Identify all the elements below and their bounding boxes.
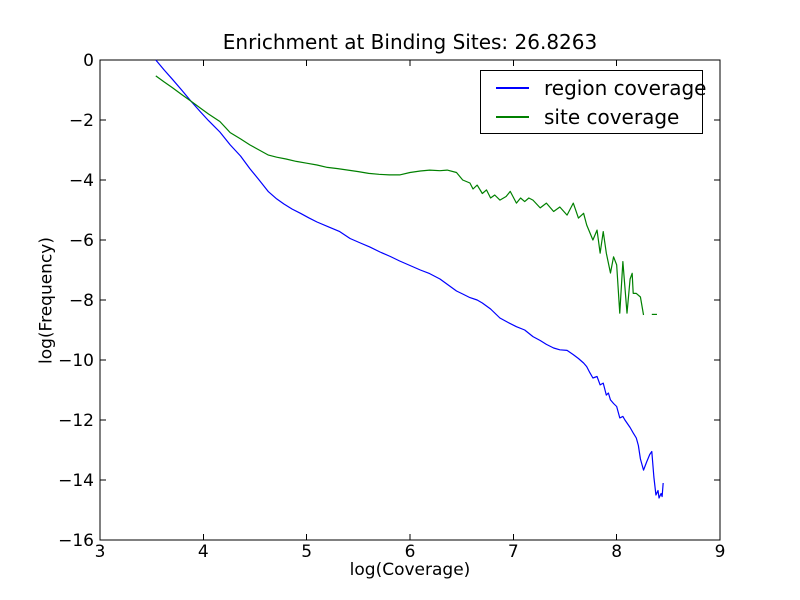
y-tick-label-−12: −12 xyxy=(58,411,94,431)
x-tick-label-9: 9 xyxy=(715,542,726,562)
x-tick-label-8: 8 xyxy=(611,542,622,562)
x-axis-label: log(Coverage) xyxy=(349,560,471,580)
x-tick-label-7: 7 xyxy=(508,542,519,562)
legend-label: site coverage xyxy=(544,104,680,129)
y-tick-label-−10: −10 xyxy=(58,351,94,371)
x-tick-label-3: 3 xyxy=(95,542,106,562)
legend-line-sample-blue xyxy=(496,86,529,89)
y-axis-label: log(Frequency) xyxy=(36,237,57,365)
chart-title: Enrichment at Binding Sites: 26.8263 xyxy=(222,30,598,54)
x-tick-label-6: 6 xyxy=(405,542,416,562)
y-tick-label-−6: −6 xyxy=(69,231,94,251)
legend-label: region coverage xyxy=(544,75,707,100)
site-coverage-line xyxy=(155,75,645,316)
legend-entry-region-coverage: region coverage xyxy=(481,73,706,102)
x-tick-label-4: 4 xyxy=(198,542,209,562)
y-tick-label-−4: −4 xyxy=(69,171,94,191)
x-tick-label-5: 5 xyxy=(301,542,312,562)
y-tick-label-−14: −14 xyxy=(58,471,94,491)
legend-line-sample-green xyxy=(496,115,529,118)
legend: region coverage site coverage xyxy=(480,70,706,134)
y-tick-label-−8: −8 xyxy=(69,291,94,311)
legend-entry-site-coverage: site coverage xyxy=(481,102,702,131)
y-tick-label-−2: −2 xyxy=(69,111,94,131)
region-coverage-line xyxy=(155,59,664,499)
y-tick-label-−16: −16 xyxy=(58,531,94,551)
y-tick-label-0: 0 xyxy=(83,51,94,71)
